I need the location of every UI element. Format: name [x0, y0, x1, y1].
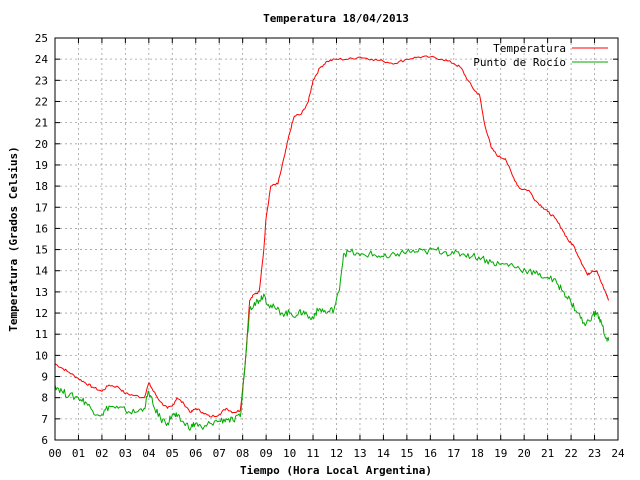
x-tick-label: 03 [119, 447, 132, 460]
y-axis-label: Temperatura (Grados Celsius) [7, 146, 20, 331]
y-tick-label: 14 [35, 265, 49, 278]
y-tick-label: 11 [35, 328, 48, 341]
y-tick-label: 19 [35, 159, 48, 172]
x-tick-label: 01 [72, 447, 85, 460]
x-tick-label: 09 [260, 447, 273, 460]
y-tick-label: 8 [41, 392, 48, 405]
x-tick-label: 21 [541, 447, 554, 460]
x-tick-label: 10 [283, 447, 296, 460]
y-tick-label: 22 [35, 95, 48, 108]
y-tick-label: 12 [35, 307, 48, 320]
x-tick-label: 02 [95, 447, 108, 460]
y-tick-label: 6 [41, 434, 48, 447]
x-tick-label: 00 [48, 447, 61, 460]
y-tick-label: 21 [35, 117, 48, 130]
y-tick-label: 23 [35, 74, 48, 87]
plot-frame [54, 37, 619, 441]
x-tick-label: 16 [424, 447, 437, 460]
x-tick-label: 20 [518, 447, 531, 460]
x-tick-label: 12 [330, 447, 343, 460]
x-tick-label: 22 [564, 447, 577, 460]
y-tick-label: 10 [35, 349, 48, 362]
chart-title: Temperatura 18/04/2013 [263, 12, 409, 25]
x-tick-label: 13 [353, 447, 366, 460]
x-tick-label: 06 [189, 447, 202, 460]
y-tick-label: 16 [35, 222, 48, 235]
x-axis-label: Tiempo (Hora Local Argentina) [240, 464, 432, 477]
y-tick-label: 24 [35, 53, 49, 66]
series-lines [54, 55, 610, 431]
y-tick-label: 13 [35, 286, 48, 299]
y-tick-label: 7 [41, 413, 48, 426]
x-axis-ticks: 00 01 02 03 04 05 06 07 08 09 10 11 12 13 14 15 16 17 18 19… [48, 38, 625, 460]
x-tick-label: 19 [494, 447, 507, 460]
x-tick-label: 18 [471, 447, 484, 460]
y-tick-label: 17 [35, 201, 48, 214]
grid [55, 38, 618, 440]
y-tick-label: 9 [41, 371, 48, 384]
x-tick-label: 07 [213, 447, 226, 460]
legend-label: Punto de Rocío [473, 56, 566, 69]
x-tick-label: 17 [447, 447, 460, 460]
y-tick-label: 15 [35, 244, 48, 257]
x-tick-label: 08 [236, 447, 249, 460]
series-line-punto-de-rocio [54, 246, 610, 431]
y-tick-label: 20 [35, 138, 48, 151]
y-tick-label: 25 [35, 32, 48, 45]
x-tick-label: 05 [166, 447, 179, 460]
legend-label: Temperatura [493, 42, 566, 55]
x-tick-label: 23 [588, 447, 601, 460]
y-axis-ticks: 6 7 8 9 10 11 12 13 14 15 16 17 18 19 20 21 22 23 24 25 [35, 32, 618, 447]
x-tick-label: 11 [306, 447, 319, 460]
y-tick-label: 18 [35, 180, 48, 193]
x-tick-label: 14 [377, 447, 391, 460]
series-line-temperatura [54, 55, 610, 418]
x-tick-label: 15 [400, 447, 413, 460]
x-tick-label: 04 [142, 447, 156, 460]
x-tick-label: 24 [611, 447, 625, 460]
